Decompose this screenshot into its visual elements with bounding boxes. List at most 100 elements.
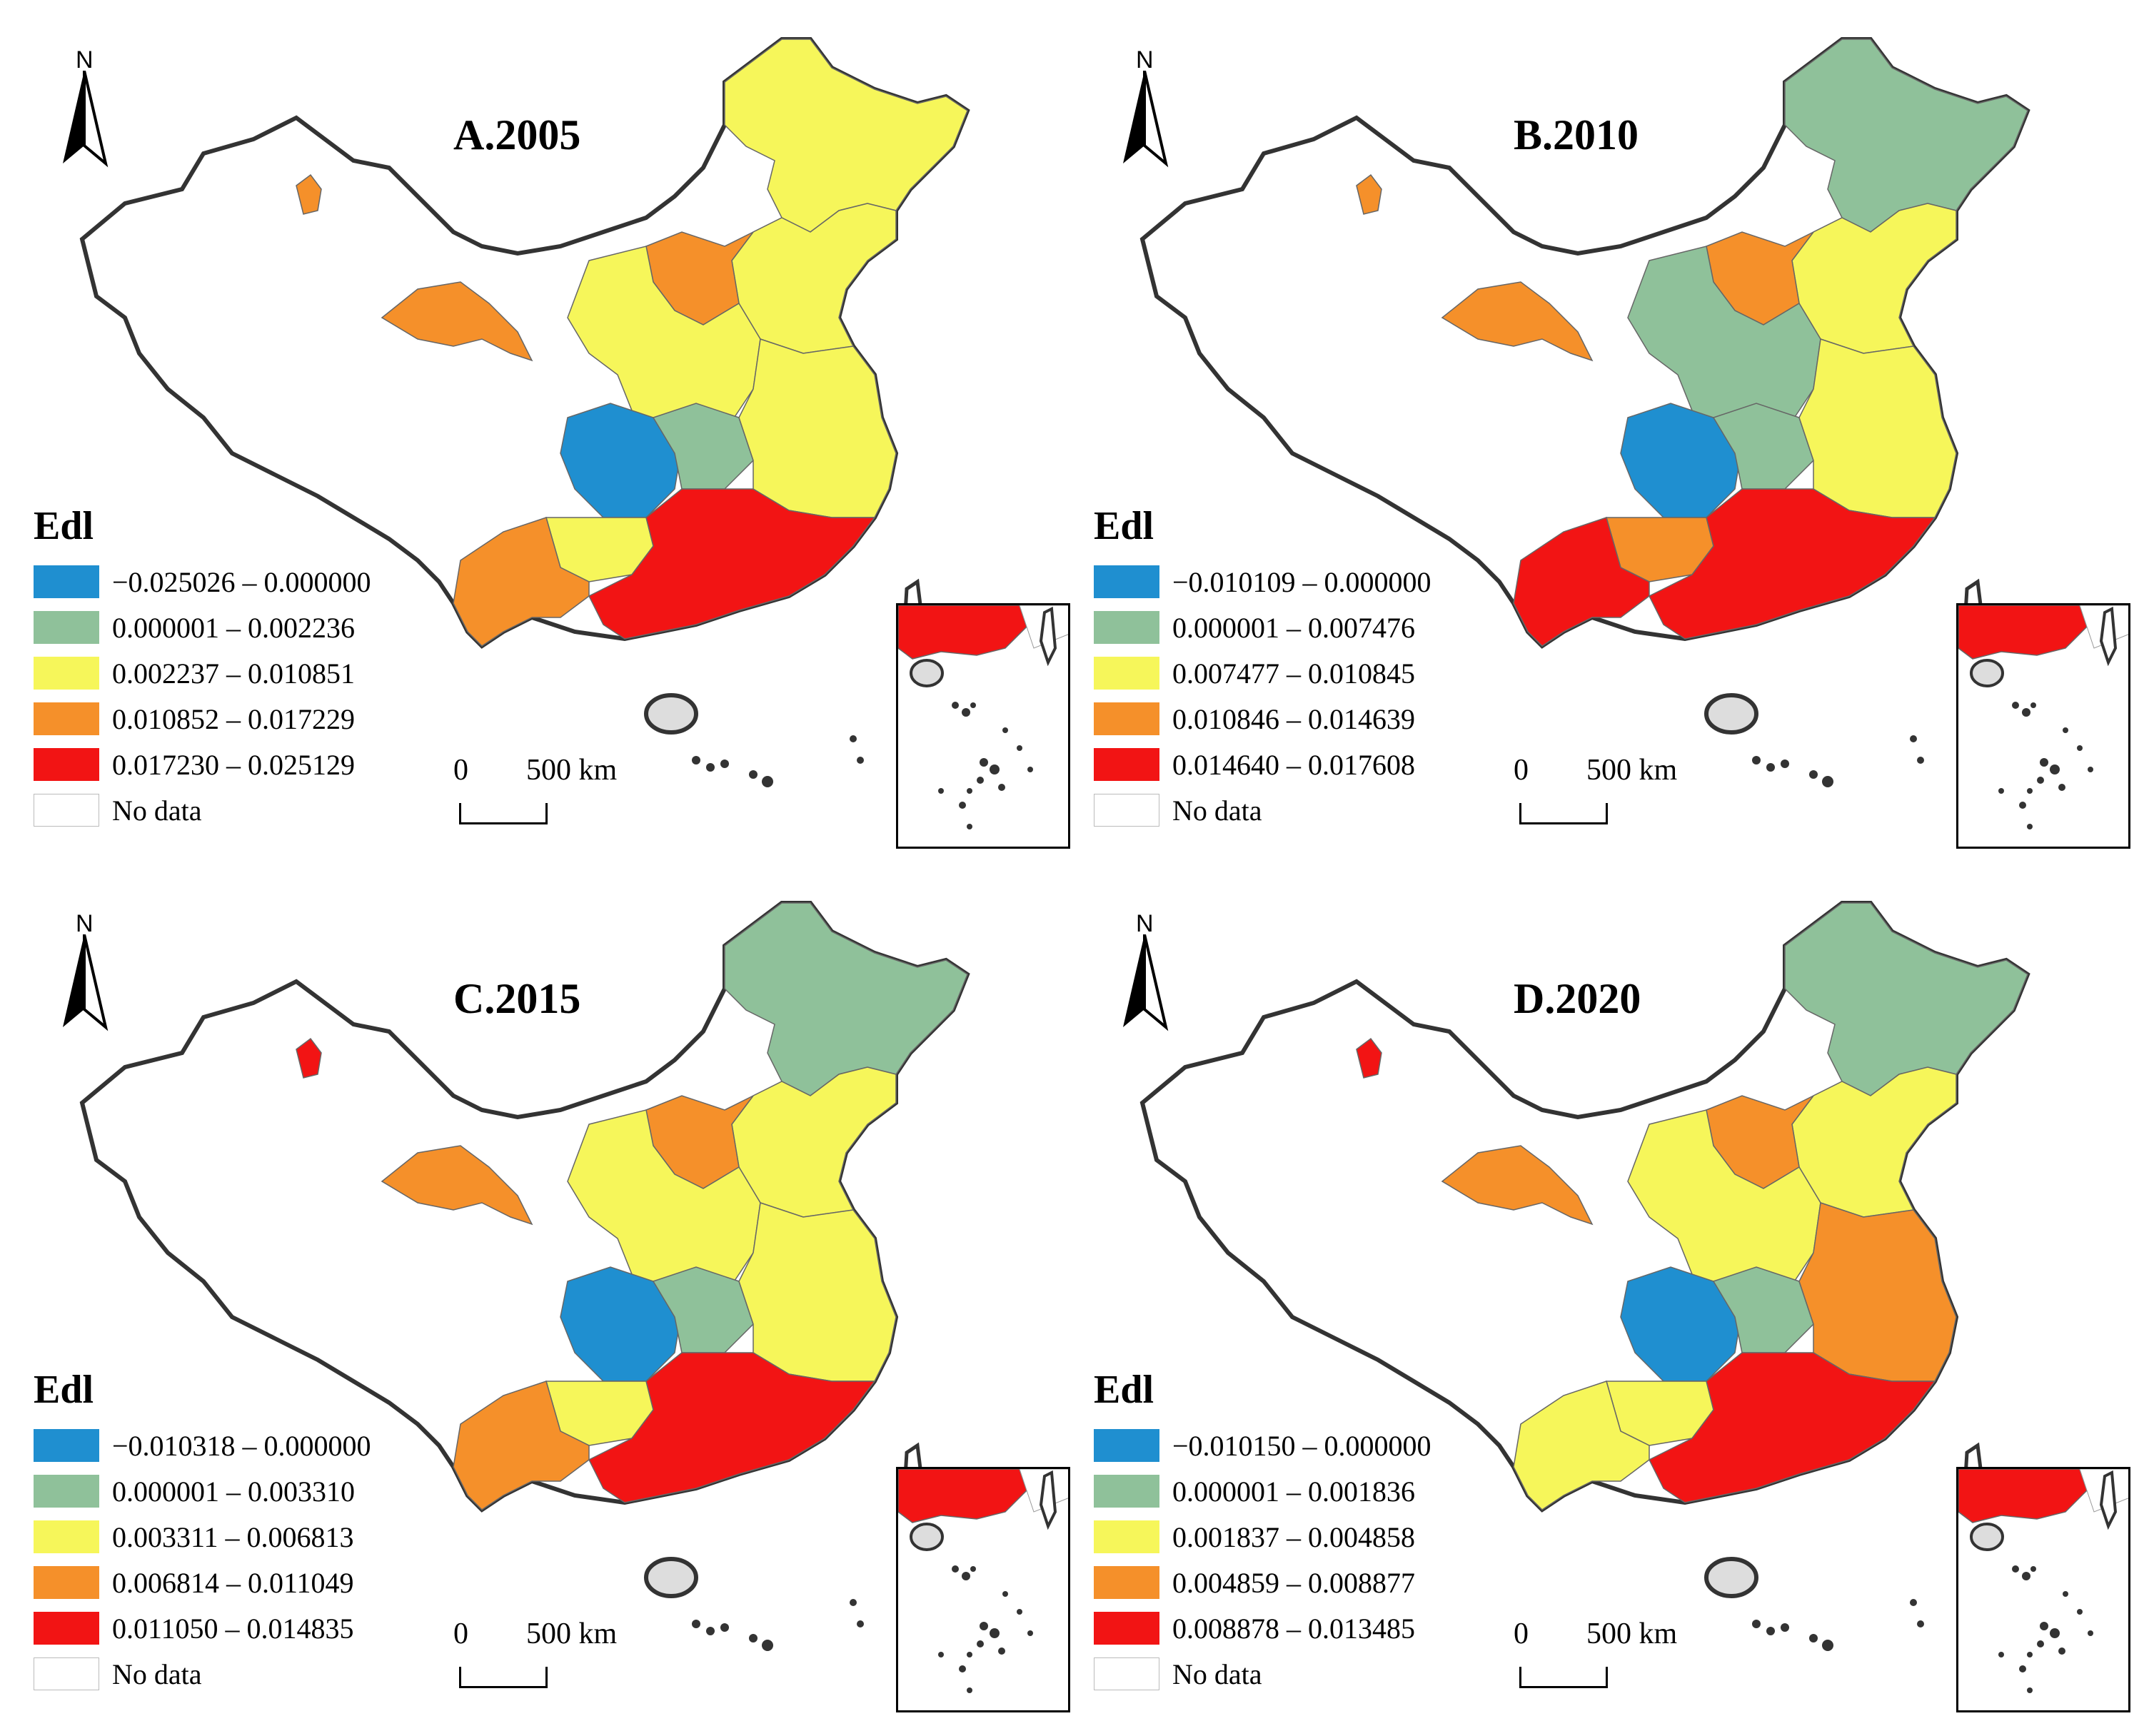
legend-swatch [34,1566,99,1599]
north-arrow: N [1117,46,1174,168]
legend-row-no-data: No data [1094,1651,1431,1697]
legend-swatch [1094,748,1159,781]
inset-mainland [898,605,1027,660]
legend-label: 0.007477 – 0.010845 [1172,657,1415,690]
scale-unit: km [578,754,618,787]
south-china-sea-inset [896,603,1070,849]
panel-title: B.2010 [1514,111,1639,158]
scale-distance: 500 [526,1618,571,1650]
legend-swatch [34,1475,99,1508]
legend-row: 0.017230 – 0.025129 [34,742,371,787]
hainan-island [644,693,698,735]
region-east-coast [1798,1202,1957,1382]
legend-swatch [1094,1429,1159,1462]
legend: Edl −0.025026 – 0.000000 0.000001 – 0.002… [34,503,371,833]
legend-swatch [1094,1566,1159,1599]
legend-label: −0.025026 – 0.000000 [112,565,371,598]
region-east-coast [1798,338,1957,518]
scale-distance: 500 [1586,754,1631,787]
hainan-island [1704,1557,1758,1598]
legend-title: Edl [1094,504,1154,548]
legend-swatch [1094,611,1159,644]
region-gansu-west [381,281,533,362]
north-arrow: N [1117,910,1174,1031]
scale-bar-line [459,803,548,824]
inset-map [898,1469,1068,1693]
legend-row: 0.011050 – 0.014835 [34,1605,371,1651]
north-arrow-icon [63,934,109,1031]
scale-distance: 500 [526,754,571,787]
legend-swatch [34,1612,99,1645]
region-gansu-west [1441,1145,1594,1226]
region-sichuan [560,403,683,518]
legend-swatch [34,702,99,735]
legend-row: 0.000001 – 0.003310 [34,1468,371,1514]
legend-row: 0.002237 – 0.010851 [34,650,371,696]
scale-bar: 0 500 km [453,753,618,824]
legend-row: 0.006814 – 0.011049 [34,1560,371,1605]
legend-swatch [1094,794,1159,827]
legend-label: 0.017230 – 0.025129 [112,748,355,781]
legend-swatch [1094,657,1159,690]
legend-row: −0.010109 – 0.000000 [1094,559,1431,605]
region-central [1627,246,1821,461]
scale-distance: 500 [1586,1618,1631,1650]
region-hubei [652,403,754,490]
legend-label: −0.010109 – 0.000000 [1172,565,1431,598]
legend-swatch [1094,1657,1159,1690]
legend-swatch [1094,1475,1159,1508]
legend-label: No data [1172,1657,1262,1690]
legend-label: 0.010852 – 0.017229 [112,702,355,735]
legend-swatch [34,748,99,781]
scale-bar-line [1519,803,1608,824]
north-arrow: N [57,910,114,1031]
region-yunnan [1513,1381,1650,1510]
legend-swatch [1094,1520,1159,1553]
legend: Edl −0.010150 – 0.000000 0.000001 – 0.001… [1094,1367,1431,1697]
legend-title: Edl [34,1368,94,1412]
inset-map [898,605,1068,829]
hainan-island [1704,693,1758,735]
region-east-coast [738,338,897,518]
legend-row-no-data: No data [34,1651,371,1697]
legend-row: −0.010150 – 0.000000 [1094,1423,1431,1468]
region-hubei [652,1266,754,1353]
china-map [79,37,970,787]
north-arrow-icon [1123,71,1169,168]
scale-zero: 0 [453,1618,468,1650]
legend-label: 0.014640 – 0.017608 [1172,748,1415,781]
inset-mainland [1958,1469,2088,1523]
legend: Edl −0.010318 – 0.000000 0.000001 – 0.003… [34,1367,371,1697]
region-gansu-west [1441,281,1594,362]
region-east-coast [738,1202,897,1382]
legend-row: −0.025026 – 0.000000 [34,559,371,605]
legend-swatch [34,1657,99,1690]
scale-bar-line [459,1667,548,1688]
legend-label: 0.004859 – 0.008877 [1172,1566,1415,1599]
panel-title: D.2020 [1514,975,1641,1022]
panel-title: C.2015 [453,975,581,1022]
legend-row: 0.004859 – 0.008877 [1094,1560,1431,1605]
inset-map [1958,1469,2128,1693]
legend-row: 0.000001 – 0.002236 [34,605,371,650]
legend-label: No data [112,794,202,827]
scale-bar: 0 500 km [453,1617,617,1688]
scale-bar: 0 500 km [1514,1617,1677,1688]
china-map [1139,901,2030,1651]
island-dots [1752,1599,1924,1651]
legend-row-no-data: No data [34,787,371,833]
region-northeast [1784,39,2028,233]
legend-swatch [34,1429,99,1462]
region-gansu-west [381,1145,533,1226]
legend-row: 0.007477 – 0.010845 [1094,650,1431,696]
legend-swatch [34,657,99,690]
island-dots [1752,735,1924,787]
legend-swatch [34,794,99,827]
region-northeast [1784,902,2028,1096]
inset-map [1958,605,2128,829]
region-central [567,1109,761,1325]
south-china-sea-inset [896,1467,1070,1712]
legend-swatch [1094,702,1159,735]
legend-swatch [1094,565,1159,598]
legend-label: −0.010150 – 0.000000 [1172,1429,1431,1462]
